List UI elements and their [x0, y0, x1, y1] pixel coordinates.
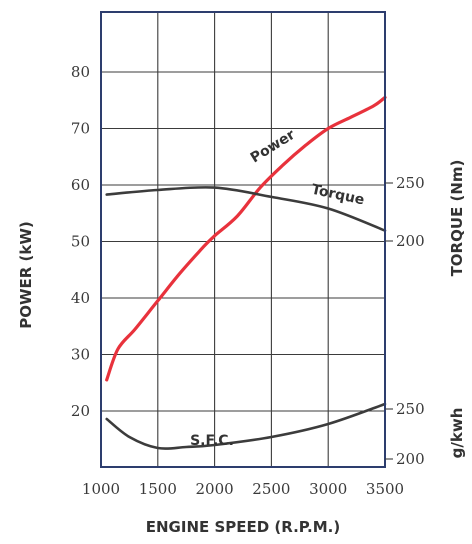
y-tick-label-torque: 200: [396, 232, 425, 250]
series-line-sfc: [105, 402, 387, 450]
x-tick-label: 3000: [309, 480, 347, 498]
series-label-sfc: S.F.C.: [190, 433, 234, 449]
tick-labels: 1000 1500 2000 2500 3000 3500 20 30 40 50 60 70 80 20…: [71, 63, 425, 498]
x-tick-label: 3500: [366, 480, 404, 498]
y-tick-label-torque: 250: [396, 174, 425, 192]
y-tick-label-power: 70: [71, 120, 90, 138]
y-tick-label-sfc: 250: [396, 400, 425, 418]
series-label-power: Power: [248, 127, 298, 167]
y-tick-label-power: 30: [71, 346, 90, 364]
curves: [105, 95, 387, 450]
grid: [100, 12, 386, 467]
y-tick-label-power: 60: [71, 176, 90, 194]
y-tick-label-power: 50: [71, 233, 90, 251]
x-axis-title: ENGINE SPEED (R.P.M.): [146, 518, 340, 536]
x-tick-label: 1000: [82, 480, 120, 498]
series-line-power: [105, 95, 387, 382]
series-label-torque: Torque: [310, 182, 366, 209]
y-tick-label-power: 40: [71, 289, 90, 307]
y-axis-title-torque: TORQUE (Nm): [448, 160, 466, 277]
y-axis-title-sfc: g/kwh: [448, 408, 466, 459]
y-axis-title-power: POWER (kW): [17, 221, 35, 329]
x-tick-label: 2500: [252, 480, 290, 498]
plot-frame: [100, 11, 386, 468]
y-tick-label-power: 80: [71, 63, 90, 81]
x-tick-label: 2000: [196, 480, 234, 498]
x-tick-label: 1500: [139, 480, 177, 498]
y-tick-label-sfc: 200: [396, 450, 425, 468]
y-tick-label-power: 20: [71, 402, 90, 420]
series-line-torque: [105, 186, 387, 232]
